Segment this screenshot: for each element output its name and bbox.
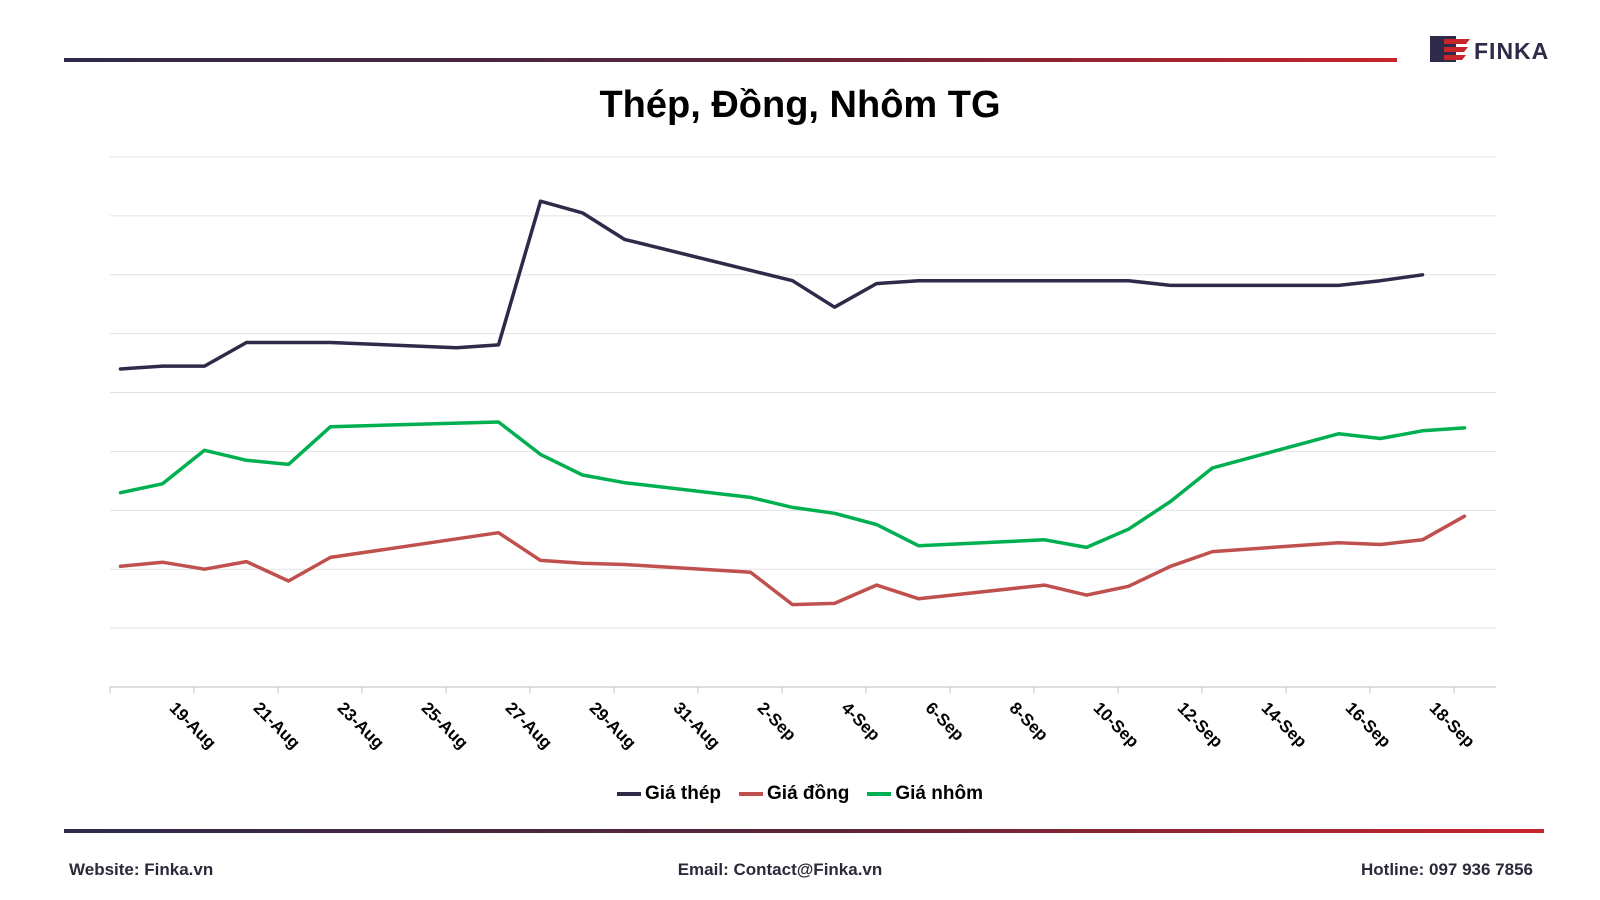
header-divider bbox=[64, 58, 1397, 62]
series-line-aluminum bbox=[118, 420, 1467, 550]
x-tick-label: 29-Aug bbox=[586, 698, 640, 752]
x-tick-label: 10-Sep bbox=[1090, 698, 1143, 751]
series-line-steel bbox=[118, 199, 1425, 371]
x-tick-label: 21-Aug bbox=[250, 698, 304, 752]
x-tick-label: 12-Sep bbox=[1174, 698, 1227, 751]
x-tick-label: 4-Sep bbox=[838, 698, 884, 744]
legend-item-steel: Giá thép bbox=[617, 783, 721, 805]
x-tick-label: 8-Sep bbox=[1006, 698, 1052, 744]
x-tick-label: 25-Aug bbox=[418, 698, 472, 752]
chart-legend: Giá thép Giá đồng Giá nhôm bbox=[0, 783, 1600, 805]
x-tick-label: 19-Aug bbox=[166, 698, 220, 752]
series-line-copper bbox=[118, 514, 1467, 607]
footer-hotline: Hotline: 097 936 7856 bbox=[1361, 860, 1533, 879]
x-tick-label: 27-Aug bbox=[502, 698, 556, 752]
chart-title: Thép, Đồng, Nhôm TG bbox=[599, 84, 1001, 126]
finka-logo-icon bbox=[1430, 36, 1470, 62]
footer-website: Website: Finka.vn bbox=[69, 860, 214, 879]
legend-label-copper: Giá đồng bbox=[767, 783, 850, 804]
legend-swatch-steel bbox=[617, 792, 642, 796]
legend-swatch-copper bbox=[739, 792, 764, 796]
legend-label-steel: Giá thép bbox=[645, 783, 722, 804]
legend-item-aluminum: Giá nhôm bbox=[867, 783, 983, 805]
footer-divider bbox=[64, 829, 1544, 833]
x-tick-label: 31-Aug bbox=[670, 698, 724, 752]
x-tick-label: 14-Sep bbox=[1258, 698, 1311, 751]
x-tick-label: 18-Sep bbox=[1426, 698, 1479, 751]
logo-text: FINKA bbox=[1474, 38, 1550, 64]
line-chart: 19-Aug 21-Aug 23-Aug 25-Aug 27-Aug 29-Aug 31-A… bbox=[109, 156, 1496, 753]
x-tick-label: 6-Sep bbox=[922, 698, 968, 744]
legend-swatch-aluminum bbox=[867, 792, 892, 796]
legend-label-aluminum: Giá nhôm bbox=[895, 783, 983, 804]
x-tick-label: 16-Sep bbox=[1342, 698, 1395, 751]
x-tick-label: 2-Sep bbox=[754, 698, 800, 744]
series-lines bbox=[118, 199, 1467, 607]
legend-item-copper: Giá đồng bbox=[739, 783, 849, 805]
x-axis: 19-Aug 21-Aug 23-Aug 25-Aug 27-Aug 29-Aug 31-A… bbox=[109, 687, 1479, 753]
footer-email: Email: Contact@Finka.vn bbox=[677, 860, 883, 879]
grid-lines bbox=[110, 156, 1496, 688]
x-tick-label: 23-Aug bbox=[334, 698, 388, 752]
